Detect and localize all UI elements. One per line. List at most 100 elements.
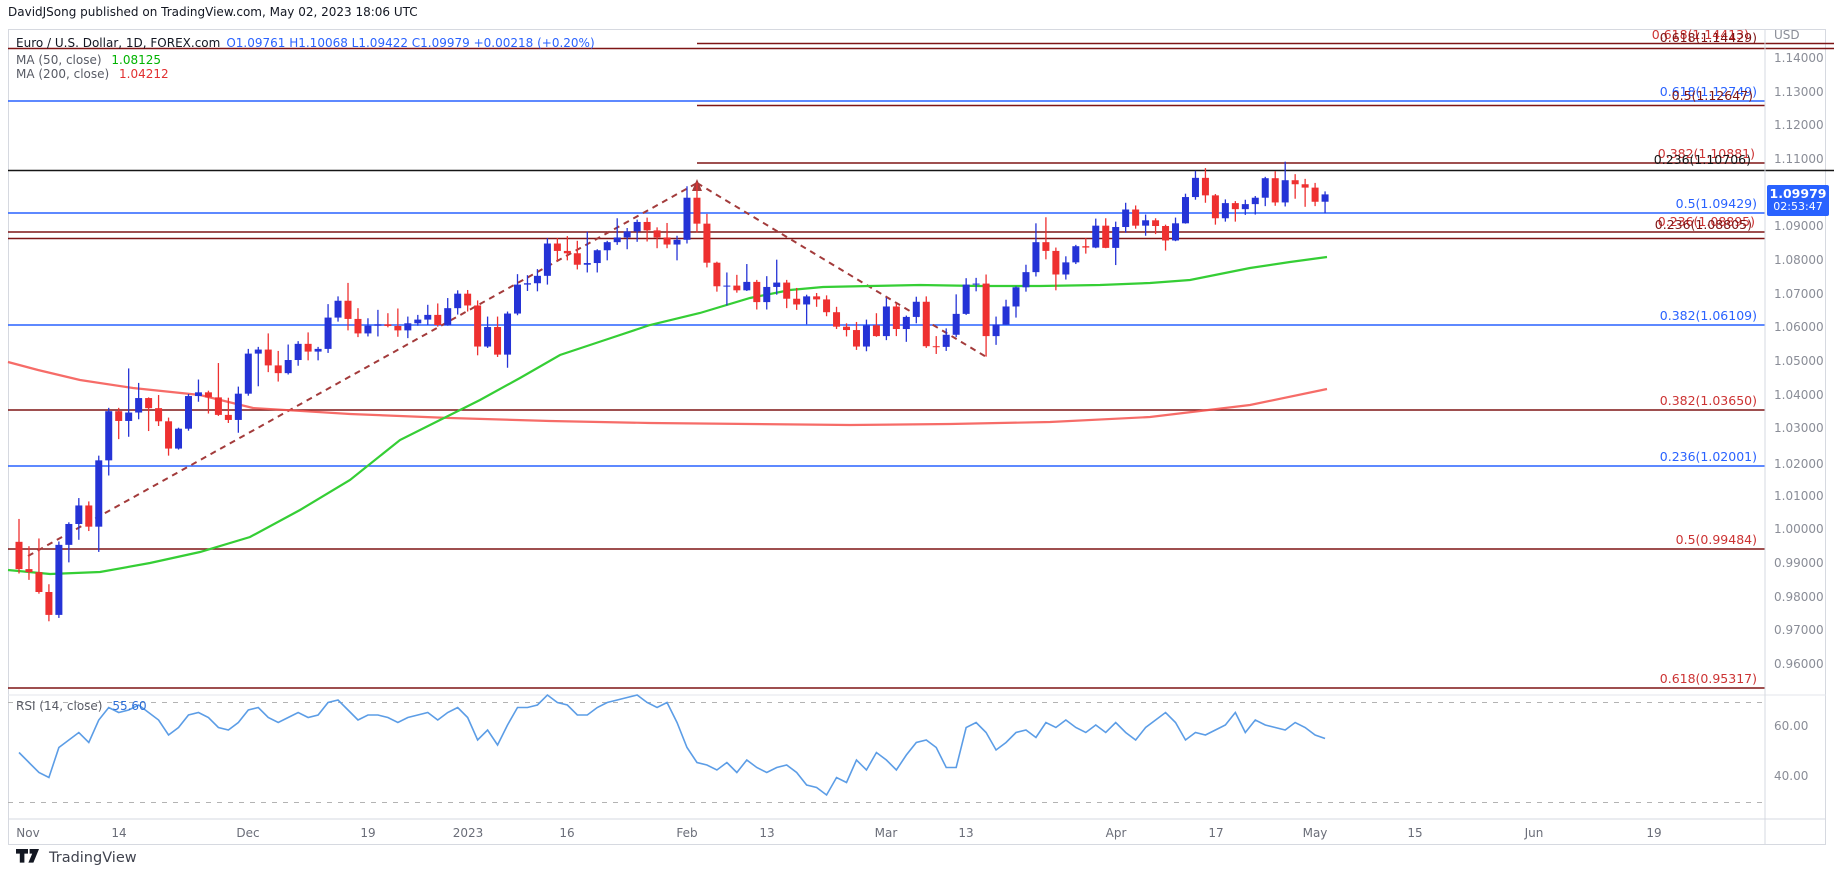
time-tick-label: 2023 — [452, 826, 484, 840]
candle — [962, 278, 970, 315]
ma50-label: MA (50, close) — [16, 53, 102, 67]
rsi-legend[interactable]: RSI (14, close) 55.60 — [16, 699, 147, 713]
fib-level-label: 0.5(0.99484) — [1675, 532, 1757, 547]
time-tick-label: Dec — [236, 826, 260, 840]
candle — [1072, 244, 1080, 265]
candle-body — [733, 285, 741, 291]
candle — [165, 417, 173, 456]
candle-body — [85, 505, 93, 527]
candle-body — [155, 408, 163, 422]
fib-level-label: 0.236(1.02001) — [1659, 449, 1757, 464]
candle — [274, 350, 282, 382]
ma200-legend[interactable]: MA (200, close) 1.04212 — [16, 67, 169, 81]
candle-body — [1082, 246, 1090, 248]
price-tick-label: 0.98000 — [1774, 590, 1824, 604]
candle — [793, 287, 801, 310]
ma200-line — [7, 360, 1328, 427]
candle — [952, 294, 960, 338]
footer-attribution[interactable]: TradingView — [16, 849, 137, 866]
candle — [374, 309, 382, 337]
ma200-value: 1.04212 — [119, 67, 169, 81]
candle — [1012, 286, 1020, 318]
candle — [902, 315, 910, 342]
candle — [1321, 191, 1329, 214]
candle — [852, 321, 860, 350]
price-scale-currency[interactable]: USD — [1774, 28, 1800, 42]
candle-body — [494, 327, 502, 355]
price-tick-label: 1.02000 — [1774, 457, 1824, 471]
fib-level-label: 0.236(1.08895) — [1657, 214, 1755, 229]
candle — [484, 316, 492, 348]
time-tick-label: 16 — [559, 826, 575, 840]
candle-body — [504, 313, 512, 355]
candle-body — [125, 412, 133, 421]
candle — [543, 238, 551, 285]
time-tick-label: 19 — [360, 826, 376, 840]
candle — [862, 319, 870, 352]
candle — [683, 186, 691, 244]
candle-body — [404, 323, 412, 331]
candle-body — [324, 317, 332, 349]
candle — [354, 308, 362, 338]
candle — [1201, 168, 1209, 203]
candle — [563, 236, 571, 261]
candle-body — [743, 281, 751, 291]
candle — [324, 304, 332, 353]
candle — [334, 296, 342, 322]
candle-body — [484, 327, 492, 347]
price-tick-label: 1.04000 — [1774, 388, 1824, 402]
candle — [55, 541, 63, 618]
candle — [603, 240, 611, 261]
price-tick-label: 1.11000 — [1774, 152, 1824, 166]
candle-body — [214, 397, 222, 415]
candle-body — [523, 283, 531, 285]
fib-level-label: 0.236(1.08805) — [1654, 217, 1752, 232]
candle-body — [175, 428, 183, 449]
candle-body — [464, 293, 472, 306]
bar-countdown: 02:53:47 — [1773, 199, 1823, 213]
candle-body — [254, 349, 262, 354]
time-tick-label: 17 — [1208, 826, 1224, 840]
candle — [224, 397, 232, 423]
ma50-value: 1.08125 — [111, 53, 161, 67]
candle-body — [1291, 180, 1299, 185]
time-tick-label: Mar — [874, 826, 898, 840]
candle — [1181, 193, 1189, 224]
candle — [1002, 299, 1010, 325]
candle-body — [304, 343, 312, 352]
candle — [942, 328, 950, 351]
symbol-legend[interactable]: Euro / U.S. Dollar, 1D, FOREX.com O1.0976… — [16, 36, 595, 50]
candle — [1082, 238, 1090, 254]
candle-body — [952, 313, 960, 335]
candle-body — [1231, 203, 1239, 210]
candle — [45, 584, 53, 622]
last-price-badge[interactable]: 1.09979 02:53:47 — [1767, 185, 1829, 216]
candle — [1142, 214, 1150, 236]
candle — [823, 295, 831, 317]
candle-body — [1022, 272, 1030, 288]
candle-body — [1042, 242, 1050, 251]
candle-body — [384, 324, 392, 327]
candle — [663, 222, 671, 249]
candle-body — [1311, 187, 1319, 202]
candle — [474, 300, 482, 356]
candle — [444, 298, 452, 326]
price-tick-label: 1.01000 — [1774, 489, 1824, 503]
candle — [504, 311, 512, 368]
candle-body — [1012, 287, 1020, 307]
candle — [843, 323, 851, 337]
symbol-title[interactable]: Euro / U.S. Dollar, 1D, FOREX.com — [16, 36, 221, 50]
ma50-legend[interactable]: MA (50, close) 1.08125 — [16, 53, 161, 67]
candle-body — [623, 231, 631, 238]
price-tick-label: 1.06000 — [1774, 320, 1824, 334]
price-tick-label: 1.05000 — [1774, 354, 1824, 368]
candle-body — [1142, 220, 1150, 226]
candle-body — [224, 414, 232, 420]
candle-body — [194, 392, 202, 397]
time-tick-label: 19 — [1646, 826, 1662, 840]
candle — [882, 297, 890, 341]
candle-body — [942, 334, 950, 347]
price-tick-label: 0.99000 — [1774, 556, 1824, 570]
